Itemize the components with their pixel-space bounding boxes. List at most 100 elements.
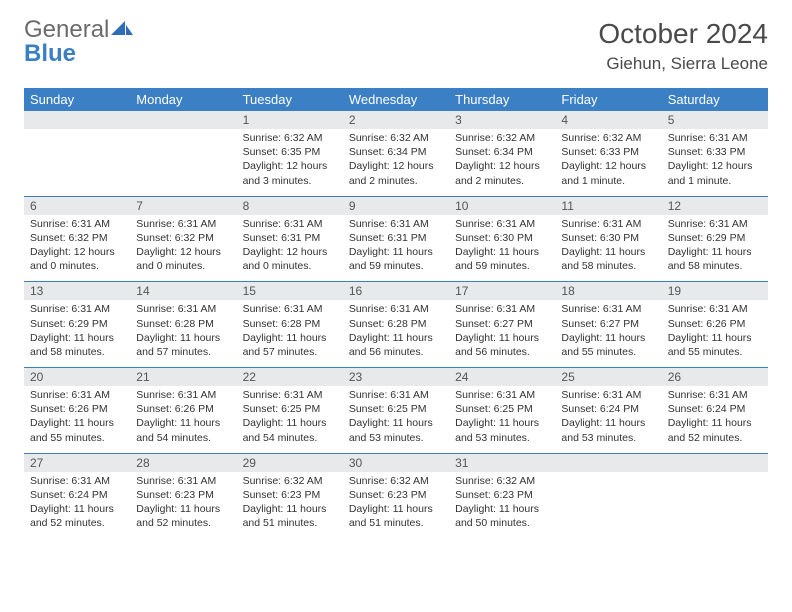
day-detail-cell: Sunrise: 6:31 AMSunset: 6:27 PMDaylight:…	[555, 300, 661, 367]
detail-row: Sunrise: 6:31 AMSunset: 6:32 PMDaylight:…	[24, 215, 768, 282]
daylight-text: Daylight: 11 hours and 55 minutes.	[668, 331, 762, 359]
sunset-text: Sunset: 6:32 PM	[30, 231, 124, 245]
dow-monday: Monday	[130, 88, 236, 111]
sunrise-text: Sunrise: 6:31 AM	[561, 217, 655, 231]
title-block: October 2024 Giehun, Sierra Leone	[598, 18, 768, 74]
day-detail-cell: Sunrise: 6:31 AMSunset: 6:25 PMDaylight:…	[449, 386, 555, 453]
day-number-cell: 17	[449, 282, 555, 300]
day-detail-cell	[555, 472, 661, 539]
sunrise-text: Sunrise: 6:31 AM	[30, 474, 124, 488]
day-detail-cell: Sunrise: 6:31 AMSunset: 6:26 PMDaylight:…	[130, 386, 236, 453]
sunrise-text: Sunrise: 6:31 AM	[136, 302, 230, 316]
day-detail-cell: Sunrise: 6:31 AMSunset: 6:28 PMDaylight:…	[130, 300, 236, 367]
sunrise-text: Sunrise: 6:31 AM	[349, 302, 443, 316]
daynum-row: 6789101112	[24, 197, 768, 215]
day-number-cell: 15	[237, 282, 343, 300]
dow-wednesday: Wednesday	[343, 88, 449, 111]
daylight-text: Daylight: 11 hours and 52 minutes.	[136, 502, 230, 530]
day-detail-cell: Sunrise: 6:31 AMSunset: 6:28 PMDaylight:…	[343, 300, 449, 367]
day-detail-cell: Sunrise: 6:32 AMSunset: 6:34 PMDaylight:…	[449, 129, 555, 196]
sunset-text: Sunset: 6:28 PM	[243, 317, 337, 331]
sunset-text: Sunset: 6:28 PM	[136, 317, 230, 331]
sunrise-text: Sunrise: 6:31 AM	[668, 302, 762, 316]
sunset-text: Sunset: 6:27 PM	[455, 317, 549, 331]
day-detail-cell: Sunrise: 6:31 AMSunset: 6:29 PMDaylight:…	[662, 215, 768, 282]
daylight-text: Daylight: 11 hours and 53 minutes.	[349, 416, 443, 444]
sunrise-text: Sunrise: 6:31 AM	[30, 388, 124, 402]
calendar-table: Sunday Monday Tuesday Wednesday Thursday…	[24, 88, 768, 538]
day-number-cell: 27	[24, 454, 130, 472]
detail-row: Sunrise: 6:31 AMSunset: 6:26 PMDaylight:…	[24, 386, 768, 453]
sunset-text: Sunset: 6:23 PM	[455, 488, 549, 502]
sunrise-text: Sunrise: 6:31 AM	[30, 217, 124, 231]
daylight-text: Daylight: 12 hours and 0 minutes.	[243, 245, 337, 273]
sunset-text: Sunset: 6:24 PM	[30, 488, 124, 502]
sunrise-text: Sunrise: 6:31 AM	[243, 217, 337, 231]
sunset-text: Sunset: 6:34 PM	[455, 145, 549, 159]
day-number-cell: 2	[343, 111, 449, 129]
day-detail-cell: Sunrise: 6:31 AMSunset: 6:29 PMDaylight:…	[24, 300, 130, 367]
daynum-row: 20212223242526	[24, 368, 768, 386]
day-detail-cell: Sunrise: 6:31 AMSunset: 6:30 PMDaylight:…	[555, 215, 661, 282]
sunset-text: Sunset: 6:25 PM	[349, 402, 443, 416]
daylight-text: Daylight: 11 hours and 55 minutes.	[30, 416, 124, 444]
sunset-text: Sunset: 6:26 PM	[668, 317, 762, 331]
daylight-text: Daylight: 11 hours and 57 minutes.	[136, 331, 230, 359]
day-number-cell: 22	[237, 368, 343, 386]
day-detail-cell: Sunrise: 6:31 AMSunset: 6:23 PMDaylight:…	[130, 472, 236, 539]
daylight-text: Daylight: 11 hours and 53 minutes.	[561, 416, 655, 444]
daylight-text: Daylight: 11 hours and 58 minutes.	[30, 331, 124, 359]
dow-sunday: Sunday	[24, 88, 130, 111]
daylight-text: Daylight: 11 hours and 59 minutes.	[455, 245, 549, 273]
daylight-text: Daylight: 11 hours and 51 minutes.	[349, 502, 443, 530]
sunrise-text: Sunrise: 6:31 AM	[561, 388, 655, 402]
day-detail-cell: Sunrise: 6:31 AMSunset: 6:25 PMDaylight:…	[237, 386, 343, 453]
sunrise-text: Sunrise: 6:32 AM	[349, 131, 443, 145]
detail-row: Sunrise: 6:32 AMSunset: 6:35 PMDaylight:…	[24, 129, 768, 196]
daylight-text: Daylight: 11 hours and 56 minutes.	[349, 331, 443, 359]
day-detail-cell: Sunrise: 6:31 AMSunset: 6:31 PMDaylight:…	[237, 215, 343, 282]
dow-tuesday: Tuesday	[237, 88, 343, 111]
sunrise-text: Sunrise: 6:32 AM	[243, 131, 337, 145]
day-number-cell: 30	[343, 454, 449, 472]
sunset-text: Sunset: 6:30 PM	[455, 231, 549, 245]
sunset-text: Sunset: 6:29 PM	[30, 317, 124, 331]
month-title: October 2024	[598, 18, 768, 50]
daylight-text: Daylight: 11 hours and 55 minutes.	[561, 331, 655, 359]
sunrise-text: Sunrise: 6:32 AM	[561, 131, 655, 145]
location: Giehun, Sierra Leone	[598, 54, 768, 74]
sunrise-text: Sunrise: 6:31 AM	[349, 388, 443, 402]
day-detail-cell	[130, 129, 236, 196]
day-number-cell: 31	[449, 454, 555, 472]
sunrise-text: Sunrise: 6:31 AM	[136, 217, 230, 231]
sunrise-text: Sunrise: 6:31 AM	[30, 302, 124, 316]
day-number-cell	[24, 111, 130, 129]
daylight-text: Daylight: 12 hours and 2 minutes.	[349, 159, 443, 187]
sunrise-text: Sunrise: 6:31 AM	[561, 302, 655, 316]
day-number-cell	[662, 454, 768, 472]
day-number-cell: 8	[237, 197, 343, 215]
day-detail-cell: Sunrise: 6:31 AMSunset: 6:28 PMDaylight:…	[237, 300, 343, 367]
sunset-text: Sunset: 6:34 PM	[349, 145, 443, 159]
day-number-cell: 6	[24, 197, 130, 215]
sunset-text: Sunset: 6:23 PM	[136, 488, 230, 502]
day-number-cell: 26	[662, 368, 768, 386]
day-number-cell	[130, 111, 236, 129]
day-number-cell: 28	[130, 454, 236, 472]
sunset-text: Sunset: 6:26 PM	[136, 402, 230, 416]
day-number-cell: 25	[555, 368, 661, 386]
day-detail-cell: Sunrise: 6:31 AMSunset: 6:30 PMDaylight:…	[449, 215, 555, 282]
daylight-text: Daylight: 11 hours and 58 minutes.	[561, 245, 655, 273]
day-detail-cell: Sunrise: 6:31 AMSunset: 6:32 PMDaylight:…	[130, 215, 236, 282]
day-number-cell: 20	[24, 368, 130, 386]
sunrise-text: Sunrise: 6:32 AM	[349, 474, 443, 488]
daylight-text: Daylight: 12 hours and 2 minutes.	[455, 159, 549, 187]
sunset-text: Sunset: 6:26 PM	[30, 402, 124, 416]
sunrise-text: Sunrise: 6:31 AM	[349, 217, 443, 231]
day-detail-cell	[24, 129, 130, 196]
day-detail-cell: Sunrise: 6:32 AMSunset: 6:23 PMDaylight:…	[449, 472, 555, 539]
sunset-text: Sunset: 6:30 PM	[561, 231, 655, 245]
sunrise-text: Sunrise: 6:31 AM	[136, 474, 230, 488]
day-number-cell: 29	[237, 454, 343, 472]
day-detail-cell: Sunrise: 6:31 AMSunset: 6:25 PMDaylight:…	[343, 386, 449, 453]
